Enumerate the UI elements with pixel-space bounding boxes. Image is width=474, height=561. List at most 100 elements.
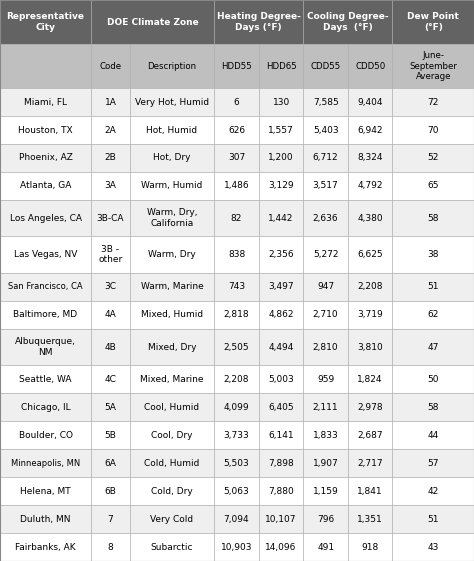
Text: 4,792: 4,792 xyxy=(357,181,383,190)
Text: Warm, Dry: Warm, Dry xyxy=(148,250,196,259)
Text: 7,094: 7,094 xyxy=(224,514,249,523)
Text: Very Cold: Very Cold xyxy=(151,514,193,523)
Bar xyxy=(303,393,348,421)
Text: 4,380: 4,380 xyxy=(357,214,383,223)
Bar xyxy=(214,0,303,44)
Bar xyxy=(259,88,303,116)
Bar xyxy=(348,144,392,172)
Text: 6,625: 6,625 xyxy=(357,250,383,259)
Text: 58: 58 xyxy=(428,214,439,223)
Bar xyxy=(259,421,303,449)
Text: Representative
City: Representative City xyxy=(7,12,84,32)
Text: Hot, Dry: Hot, Dry xyxy=(153,154,191,163)
Bar xyxy=(91,449,130,477)
Bar xyxy=(259,144,303,172)
Bar xyxy=(0,477,91,505)
Text: 51: 51 xyxy=(428,282,439,292)
Bar xyxy=(214,200,259,236)
Text: 47: 47 xyxy=(428,343,439,352)
Bar xyxy=(348,505,392,533)
Text: 6B: 6B xyxy=(104,486,117,496)
Text: 51: 51 xyxy=(428,514,439,523)
Text: 959: 959 xyxy=(317,375,334,384)
Bar xyxy=(130,449,214,477)
Text: 3,719: 3,719 xyxy=(357,310,383,319)
Bar xyxy=(392,44,474,88)
Bar xyxy=(348,329,392,365)
Bar xyxy=(303,533,348,561)
Bar xyxy=(0,144,91,172)
Bar xyxy=(130,236,214,273)
Text: 947: 947 xyxy=(317,282,334,292)
Text: 1,200: 1,200 xyxy=(268,154,294,163)
Text: 1A: 1A xyxy=(104,98,117,107)
Text: 1,442: 1,442 xyxy=(268,214,294,223)
Bar xyxy=(91,365,130,393)
Bar xyxy=(0,200,91,236)
Bar xyxy=(259,301,303,329)
Bar xyxy=(348,365,392,393)
Text: 6,405: 6,405 xyxy=(268,403,294,412)
Bar xyxy=(91,421,130,449)
Bar xyxy=(0,301,91,329)
Text: Cool, Dry: Cool, Dry xyxy=(151,431,193,440)
Text: Las Vegas, NV: Las Vegas, NV xyxy=(14,250,77,259)
Text: 3B-CA: 3B-CA xyxy=(97,214,124,223)
Bar xyxy=(348,88,392,116)
Bar xyxy=(130,172,214,200)
Bar xyxy=(303,0,392,44)
Bar xyxy=(130,533,214,561)
Text: 3,733: 3,733 xyxy=(224,431,249,440)
Text: Miami, FL: Miami, FL xyxy=(24,98,67,107)
Text: 6,942: 6,942 xyxy=(357,126,383,135)
Bar xyxy=(259,329,303,365)
Bar xyxy=(214,236,259,273)
Bar xyxy=(392,533,474,561)
Text: 2,818: 2,818 xyxy=(224,310,249,319)
Text: 4,494: 4,494 xyxy=(268,343,294,352)
Bar xyxy=(392,172,474,200)
Text: 8,324: 8,324 xyxy=(357,154,383,163)
Text: Cooling Degree-
Days  (°F): Cooling Degree- Days (°F) xyxy=(307,12,389,32)
Bar xyxy=(0,88,91,116)
Bar xyxy=(130,505,214,533)
Bar xyxy=(259,533,303,561)
Bar xyxy=(392,144,474,172)
Bar xyxy=(392,505,474,533)
Bar xyxy=(91,200,130,236)
Bar xyxy=(214,505,259,533)
Bar xyxy=(214,44,259,88)
Bar xyxy=(348,393,392,421)
Text: Subarctic: Subarctic xyxy=(151,542,193,551)
Text: 6,141: 6,141 xyxy=(268,431,294,440)
Bar xyxy=(130,421,214,449)
Text: CDD55: CDD55 xyxy=(310,62,341,71)
Text: 1,907: 1,907 xyxy=(313,459,338,468)
Bar xyxy=(303,449,348,477)
Bar xyxy=(348,172,392,200)
Bar xyxy=(392,273,474,301)
Text: 2,111: 2,111 xyxy=(313,403,338,412)
Text: 8: 8 xyxy=(108,542,113,551)
Bar xyxy=(303,88,348,116)
Text: 2,356: 2,356 xyxy=(268,250,294,259)
Bar xyxy=(0,365,91,393)
Text: 2,208: 2,208 xyxy=(224,375,249,384)
Text: Minneapolis, MN: Minneapolis, MN xyxy=(11,459,80,468)
Bar xyxy=(303,301,348,329)
Bar xyxy=(91,329,130,365)
Text: Description: Description xyxy=(147,62,197,71)
Text: 3,517: 3,517 xyxy=(313,181,338,190)
Bar xyxy=(130,393,214,421)
Text: DOE Climate Zone: DOE Climate Zone xyxy=(107,17,199,26)
Text: Duluth, MN: Duluth, MN xyxy=(20,514,71,523)
Text: 2,810: 2,810 xyxy=(313,343,338,352)
Bar xyxy=(303,505,348,533)
Bar xyxy=(348,421,392,449)
Bar xyxy=(130,477,214,505)
Bar xyxy=(348,273,392,301)
Text: 38: 38 xyxy=(428,250,439,259)
Bar xyxy=(392,329,474,365)
Bar xyxy=(91,273,130,301)
Bar xyxy=(303,329,348,365)
